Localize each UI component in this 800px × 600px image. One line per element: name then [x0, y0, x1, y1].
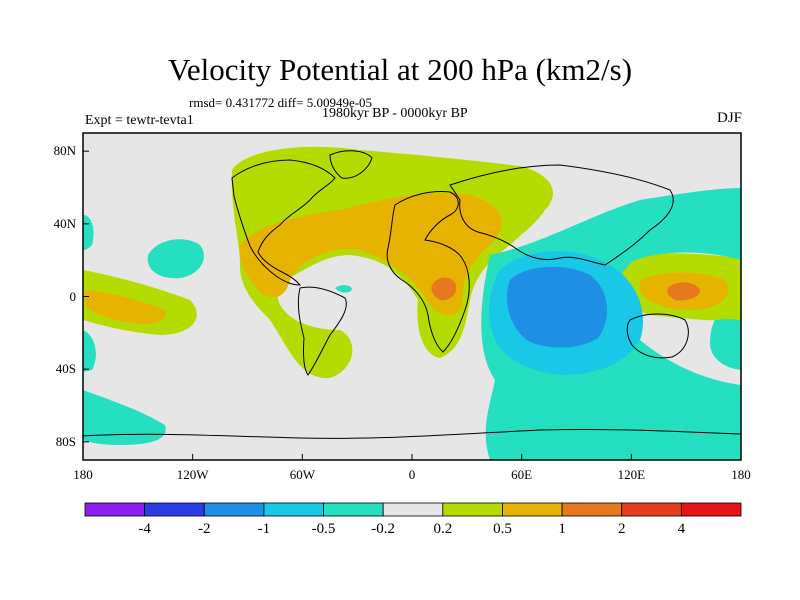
colorbar-tick-label: 2 — [617, 521, 626, 537]
colorbar-tick-label: 1 — [558, 521, 566, 537]
colorbar-tick-label: -0.5 — [311, 521, 336, 537]
colorbar-swatch — [263, 502, 324, 517]
colorbar-tick-label: -1 — [257, 521, 271, 537]
contour-negative-strong — [506, 266, 608, 348]
colorbar-tick-label: -0.2 — [371, 521, 396, 537]
x-tick-label: 0 — [408, 467, 416, 482]
colorbar-swatch — [323, 502, 384, 517]
colorbar-swatch — [84, 502, 146, 517]
coastlines — [83, 150, 741, 439]
y-tick-label: 80S — [55, 433, 76, 449]
colorbar-tick-label: 4 — [677, 521, 686, 537]
axis-tickmarks — [82, 150, 742, 460]
colorbar-swatch — [502, 502, 563, 517]
colorbar-swatch — [621, 502, 682, 517]
x-tick-label: 60E — [511, 467, 533, 482]
colorbar-tick-label: -4 — [138, 521, 151, 537]
colorbar-tick-label: 0.5 — [493, 521, 512, 537]
x-tick-label: 180 — [731, 467, 751, 482]
y-tick-label: 80N — [53, 143, 76, 159]
contour-negative-weak-eastedge — [710, 319, 741, 370]
experiment-label: Expt = tewtr-tevta1 — [85, 113, 194, 128]
contour-positive-strong-pacific — [667, 282, 700, 301]
contour-negative-weak-south — [83, 390, 166, 445]
colorbar-swatch — [144, 502, 205, 517]
y-tick-label: 40N — [53, 215, 76, 231]
colorbar-swatch — [442, 502, 503, 517]
contour-negative-weak-atlantic — [335, 285, 352, 293]
colorbar-swatch — [561, 502, 623, 517]
stats-label: rmsd= 0.431772 diff= 5.00949e-05 — [189, 95, 373, 110]
contour-positive-strong — [431, 277, 457, 301]
colorbar-tick-label: -2 — [198, 521, 211, 537]
y-tick-label: 40S — [55, 361, 76, 377]
season-label: DJF — [716, 110, 742, 126]
contour-negative-weak-westedge-south — [83, 330, 96, 372]
colorbar-tick-label: 0.2 — [433, 521, 453, 537]
colorbar-swatch — [203, 502, 265, 517]
y-tick-label: 0 — [69, 288, 77, 304]
colorbar-swatch — [680, 502, 742, 517]
colorbar — [84, 502, 742, 517]
contour-negative-weak-pacific — [147, 239, 204, 279]
map-title: Velocity Potential at 200 hPa (km2/s) — [167, 52, 633, 87]
x-tick-label: 180 — [73, 467, 93, 482]
x-tick-label: 60W — [289, 467, 315, 482]
x-tick-label: 120E — [617, 467, 646, 482]
contour-positive-moderate-pacific-east — [85, 290, 166, 324]
x-tick-label: 120W — [176, 467, 209, 482]
colorbar-swatch — [382, 502, 444, 517]
period-label: 1980kyr BP - 0000kyr BP — [322, 106, 468, 121]
